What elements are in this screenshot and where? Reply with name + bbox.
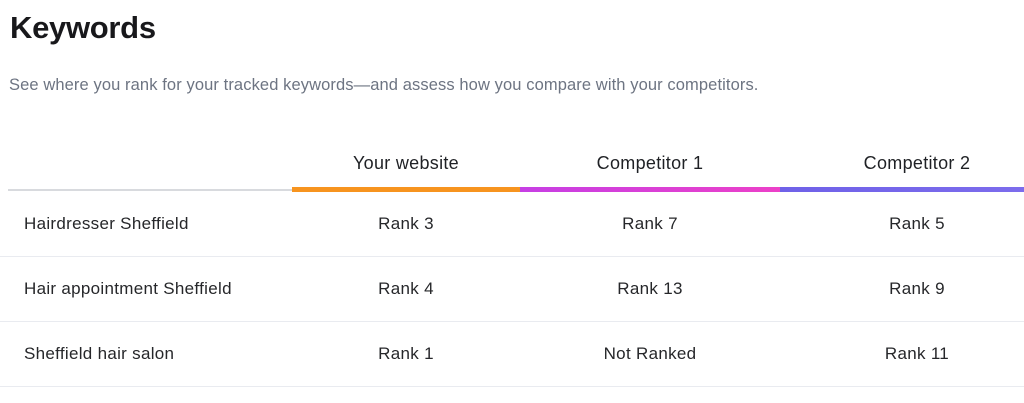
rank-cell: Rank 5 bbox=[780, 192, 1024, 257]
keyword-cell: Sheffield hair salon bbox=[0, 322, 292, 387]
rank-cell: Rank 9 bbox=[780, 257, 1024, 322]
header-cell-your-website: Your website bbox=[292, 134, 520, 192]
page-title: Keywords bbox=[10, 10, 156, 45]
header-cell-competitor-2: Competitor 2 bbox=[780, 134, 1024, 192]
header-accent-bar bbox=[520, 187, 780, 192]
rank-cell: Not Ranked bbox=[520, 322, 780, 387]
rank-cell: Rank 1 bbox=[292, 322, 520, 387]
rank-cell: Rank 13 bbox=[520, 257, 780, 322]
keyword-rankings-table: Your website Competitor 1 Competitor 2 H… bbox=[0, 134, 1024, 387]
header-label: Your website bbox=[352, 152, 459, 173]
rank-cell: Rank 11 bbox=[780, 322, 1024, 387]
rank-cell: Rank 7 bbox=[520, 192, 780, 257]
rank-cell: Rank 4 bbox=[292, 257, 520, 322]
page-subtitle: See where you rank for your tracked keyw… bbox=[9, 76, 759, 94]
keyword-cell: Hair appointment Sheffield bbox=[0, 257, 292, 322]
header-cell-competitor-1: Competitor 1 bbox=[520, 134, 780, 192]
header-label: Competitor 1 bbox=[596, 152, 704, 173]
keyword-cell: Hairdresser Sheffield bbox=[0, 192, 292, 257]
rank-cell: Rank 3 bbox=[292, 192, 520, 257]
header-label: Competitor 2 bbox=[863, 152, 971, 173]
header-cell-keyword bbox=[0, 134, 292, 192]
header-accent-bar bbox=[292, 187, 520, 192]
header-accent-bar bbox=[780, 187, 1024, 192]
header-accent-bar bbox=[8, 189, 292, 191]
